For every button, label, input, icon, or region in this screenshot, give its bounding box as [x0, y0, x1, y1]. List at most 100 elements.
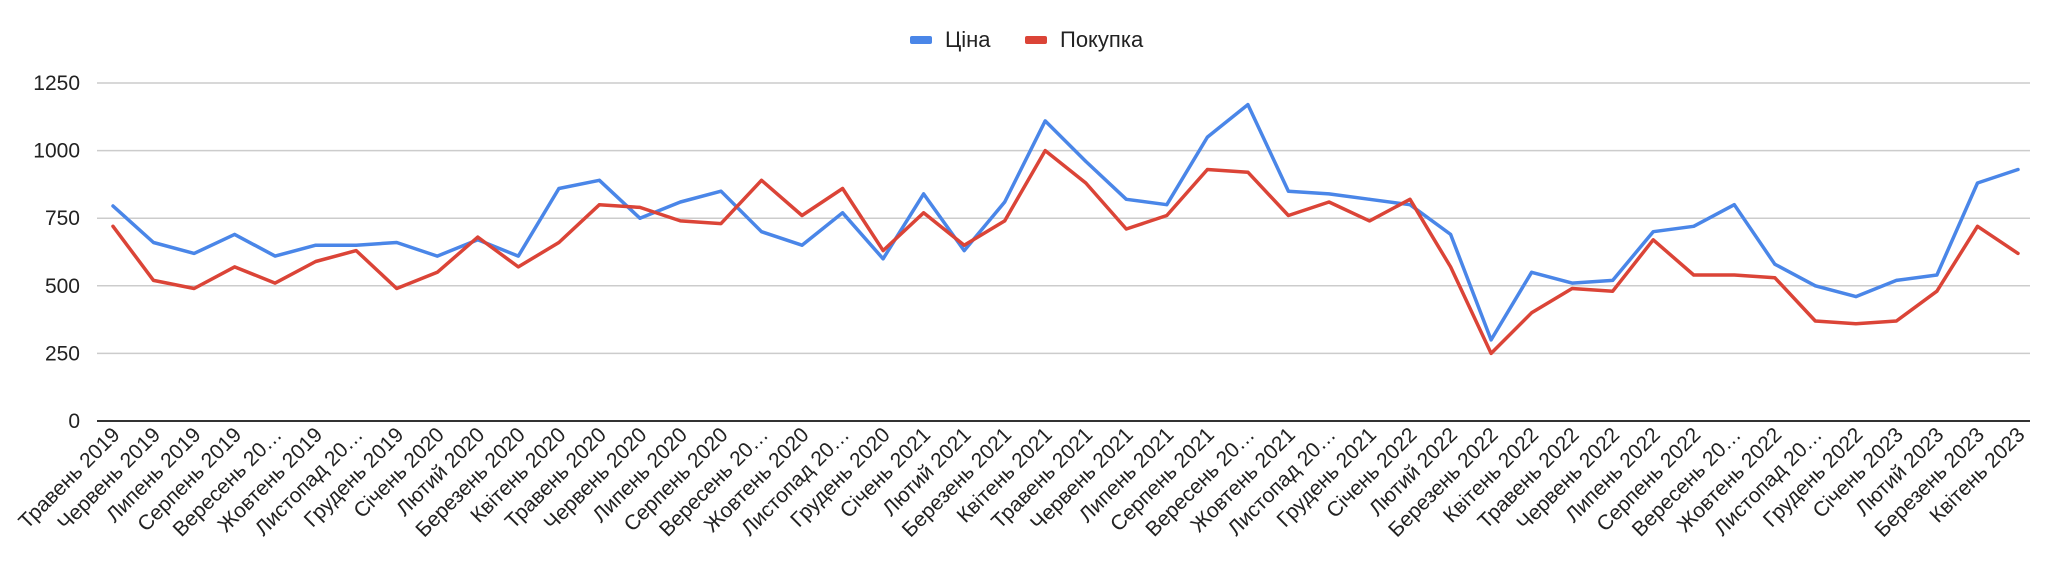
data-point-purchase [1205, 168, 1209, 172]
data-point-price [881, 257, 885, 261]
data-point-purchase [516, 265, 520, 269]
data-point-price [1489, 338, 1493, 342]
data-point-purchase [111, 224, 115, 228]
legend-swatch-purchase [1025, 36, 1047, 44]
data-point-purchase [1408, 197, 1412, 201]
data-point-price [152, 241, 156, 245]
data-point-price [1449, 232, 1453, 236]
data-point-purchase [1935, 289, 1939, 293]
legend-label-purchase: Покупка [1060, 27, 1144, 52]
data-point-purchase [354, 249, 358, 253]
data-point-price [1286, 189, 1290, 193]
data-point-price [1124, 197, 1128, 201]
data-point-purchase [760, 178, 764, 182]
data-point-purchase [1813, 319, 1817, 323]
legend: Ціна Покупка [910, 27, 1144, 52]
data-point-price [557, 186, 561, 190]
data-point-purchase [1246, 170, 1250, 174]
data-point-purchase [395, 287, 399, 291]
data-point-purchase [1124, 227, 1128, 231]
data-point-price [1205, 135, 1209, 139]
data-point-purchase [1732, 273, 1736, 277]
data-point-price [1165, 203, 1169, 207]
data-point-price [435, 254, 439, 258]
data-point-price [1084, 159, 1088, 163]
data-point-price [1327, 192, 1331, 196]
data-point-purchase [922, 211, 926, 215]
data-point-purchase [638, 205, 642, 209]
data-point-purchase [273, 281, 277, 285]
data-point-price [962, 249, 966, 253]
data-point-purchase [719, 222, 723, 226]
data-point-price [395, 241, 399, 245]
data-point-price [192, 251, 196, 255]
data-point-price [1773, 262, 1777, 266]
data-point-price [2016, 168, 2020, 172]
data-point-purchase [597, 203, 601, 207]
data-point-price [1854, 295, 1858, 299]
data-point-purchase [1692, 273, 1696, 277]
data-point-purchase [435, 270, 439, 274]
data-point-purchase [1449, 265, 1453, 269]
series-layer [111, 102, 2020, 356]
y-tick-label: 0 [68, 410, 80, 433]
data-point-price [597, 178, 601, 182]
data-point-purchase [678, 219, 682, 223]
data-point-price [1692, 224, 1696, 228]
data-point-purchase [1043, 149, 1047, 153]
data-point-purchase [1327, 200, 1331, 204]
data-point-price [1043, 119, 1047, 123]
y-tick-label: 500 [45, 275, 80, 298]
data-point-purchase [1894, 319, 1898, 323]
data-point-purchase [1854, 322, 1858, 326]
data-point-purchase [1003, 219, 1007, 223]
data-point-price [760, 230, 764, 234]
data-point-price [1570, 281, 1574, 285]
gridlines [97, 82, 2030, 422]
data-point-price [1367, 197, 1371, 201]
data-point-purchase [1084, 181, 1088, 185]
series-line-purchase [111, 148, 2020, 356]
data-point-price [841, 211, 845, 215]
data-point-price [1246, 103, 1250, 107]
data-point-price [638, 216, 642, 220]
data-point-purchase [1489, 351, 1493, 355]
data-point-purchase [800, 213, 804, 217]
data-point-purchase [1165, 213, 1169, 217]
data-point-price [314, 243, 318, 247]
data-point-purchase [962, 243, 966, 247]
data-point-purchase [1773, 276, 1777, 280]
data-point-purchase [1530, 311, 1534, 315]
data-point-price [354, 243, 358, 247]
data-point-price [922, 192, 926, 196]
series-line-price [111, 102, 2020, 342]
y-tick-label: 1250 [33, 72, 80, 95]
data-point-purchase [233, 265, 237, 269]
data-point-purchase [192, 287, 196, 291]
data-point-price [1003, 200, 1007, 204]
legend-swatch-price [910, 36, 932, 44]
data-point-purchase [1975, 224, 1979, 228]
y-axis-ticks: 0 250 500 750 1000 1250 [33, 72, 80, 433]
data-point-purchase [557, 241, 561, 245]
data-point-purchase [1367, 219, 1371, 223]
data-point-price [1530, 270, 1534, 274]
data-point-price [1611, 278, 1615, 282]
data-point-price [273, 254, 277, 258]
data-point-price [678, 200, 682, 204]
data-point-price [233, 232, 237, 236]
data-point-price [111, 204, 115, 208]
data-point-purchase [314, 259, 318, 263]
data-point-purchase [1611, 289, 1615, 293]
data-point-purchase [881, 249, 885, 253]
data-point-purchase [2016, 251, 2020, 255]
data-point-price [1732, 203, 1736, 207]
data-point-price [800, 243, 804, 247]
data-point-price [1813, 284, 1817, 288]
data-point-price [516, 254, 520, 258]
data-point-price [1975, 181, 1979, 185]
data-point-price [1894, 278, 1898, 282]
